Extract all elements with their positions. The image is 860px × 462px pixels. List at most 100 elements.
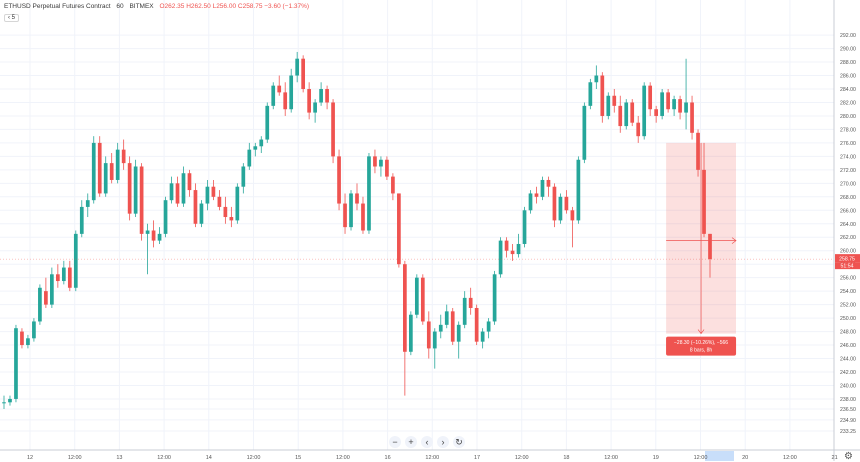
candle-body — [295, 58, 300, 76]
x-tick-label: 12 — [27, 455, 33, 461]
candle-body — [486, 321, 491, 332]
candle-body — [391, 176, 395, 194]
x-tick-label: 21 — [832, 455, 838, 461]
chart-legend: ETHUSD Perpetual Futures Contract 60 BIT… — [4, 3, 313, 10]
candle-body — [600, 75, 605, 116]
candle-body — [217, 196, 222, 207]
candle-body — [301, 58, 306, 90]
candle-body — [229, 217, 234, 221]
x-axis-highlight — [705, 451, 734, 461]
candle-body — [247, 149, 252, 167]
candle-body — [331, 102, 335, 157]
candle-body — [630, 102, 635, 123]
candle-body — [438, 324, 443, 332]
x-tick-label: 20 — [742, 455, 748, 461]
zoom-in-button[interactable]: + — [405, 436, 417, 448]
y-tick-label: 233.25 — [840, 429, 856, 435]
y-tick-label: 276.00 — [840, 141, 856, 147]
candle-body — [145, 230, 150, 234]
collapse-legend-button[interactable]: ‹ 5 — [4, 14, 20, 22]
y-tick-label: 260.00 — [840, 249, 856, 255]
candle-body — [223, 206, 228, 218]
candle-body — [414, 277, 419, 315]
candle-body — [474, 307, 479, 342]
candle-body — [612, 95, 617, 106]
x-tick-label: 12:00 — [336, 455, 350, 461]
y-tick-label: 268.00 — [840, 195, 856, 201]
y-tick-label: 266.00 — [840, 208, 856, 214]
scroll-left-button[interactable]: ‹ — [421, 436, 433, 448]
candle-body — [79, 206, 84, 234]
candle-body — [8, 398, 12, 403]
candle-body — [26, 338, 30, 346]
gear-icon: ⚙ — [844, 451, 853, 462]
candle-body — [121, 149, 126, 164]
candle-body — [97, 142, 102, 194]
candle-body — [175, 183, 180, 204]
y-tick-label: 250.00 — [840, 316, 856, 322]
candle-body — [618, 105, 623, 127]
candle-body — [67, 267, 72, 288]
candle-body — [492, 274, 497, 322]
y-tick-label: 262.00 — [840, 235, 856, 241]
candle-body — [684, 102, 688, 113]
y-tick-label: 246.00 — [840, 343, 856, 349]
candle-body — [271, 85, 276, 106]
y-tick-label: 284.00 — [840, 87, 856, 93]
measure-bars-text: 8 bars, 8h — [690, 348, 712, 354]
candle-body — [426, 321, 431, 349]
y-tick-label: 244.00 — [840, 357, 856, 363]
candle-body — [468, 297, 473, 308]
x-tick-label: 13 — [116, 455, 122, 461]
candle-body — [367, 156, 371, 231]
candle-body — [211, 186, 216, 197]
current-price-badge — [835, 254, 860, 263]
y-tick-label: 286.00 — [840, 74, 856, 80]
x-tick-label: 12:00 — [604, 455, 618, 461]
y-tick-label: 288.00 — [840, 60, 856, 66]
candle-body — [241, 166, 246, 187]
x-tick-label: 12:00 — [694, 455, 708, 461]
chevron-left-icon: ‹ — [425, 437, 429, 447]
x-tick-label: 17 — [474, 455, 480, 461]
candle-body — [373, 156, 377, 167]
symbol-name[interactable]: ETHUSD Perpetual Futures Contract — [4, 3, 111, 10]
candle-body — [594, 75, 599, 83]
candle-body — [708, 233, 712, 260]
candle-body — [528, 193, 533, 211]
y-tick-label: 270.00 — [840, 181, 856, 187]
y-tick-label: 280.00 — [840, 114, 856, 120]
settings-button[interactable]: ⚙ — [844, 451, 853, 462]
candle-body — [85, 200, 90, 207]
candle-body — [420, 277, 425, 322]
x-tick-label: 19 — [653, 455, 659, 461]
candle-body — [696, 132, 700, 170]
y-tick-label: 236.50 — [840, 407, 856, 413]
candle-body — [403, 264, 407, 352]
scroll-right-button[interactable]: › — [437, 436, 449, 448]
interval[interactable]: 60 — [116, 3, 124, 10]
candle-body — [157, 233, 162, 241]
exchange: BITMEX — [129, 3, 154, 10]
candle-body — [552, 186, 557, 221]
candle-body — [678, 99, 682, 113]
candle-body — [127, 163, 132, 214]
candle-body — [44, 291, 48, 305]
candle-body — [672, 99, 676, 110]
candle-body — [73, 233, 78, 288]
candle-body — [139, 166, 144, 234]
countdown-label: 51:54 — [841, 264, 854, 270]
candle-body — [564, 196, 569, 211]
candle-body — [588, 82, 593, 106]
candle-body — [558, 196, 563, 221]
candle-body — [169, 183, 174, 201]
candle-body — [355, 193, 359, 204]
candle-body — [133, 166, 138, 214]
candle-body — [570, 210, 575, 221]
candle-body — [265, 105, 270, 140]
y-tick-label: 242.00 — [840, 370, 856, 376]
reset-chart-button[interactable]: ↻ — [453, 436, 465, 448]
x-tick-label: 12:00 — [68, 455, 82, 461]
zoom-out-button[interactable]: − — [389, 436, 401, 448]
